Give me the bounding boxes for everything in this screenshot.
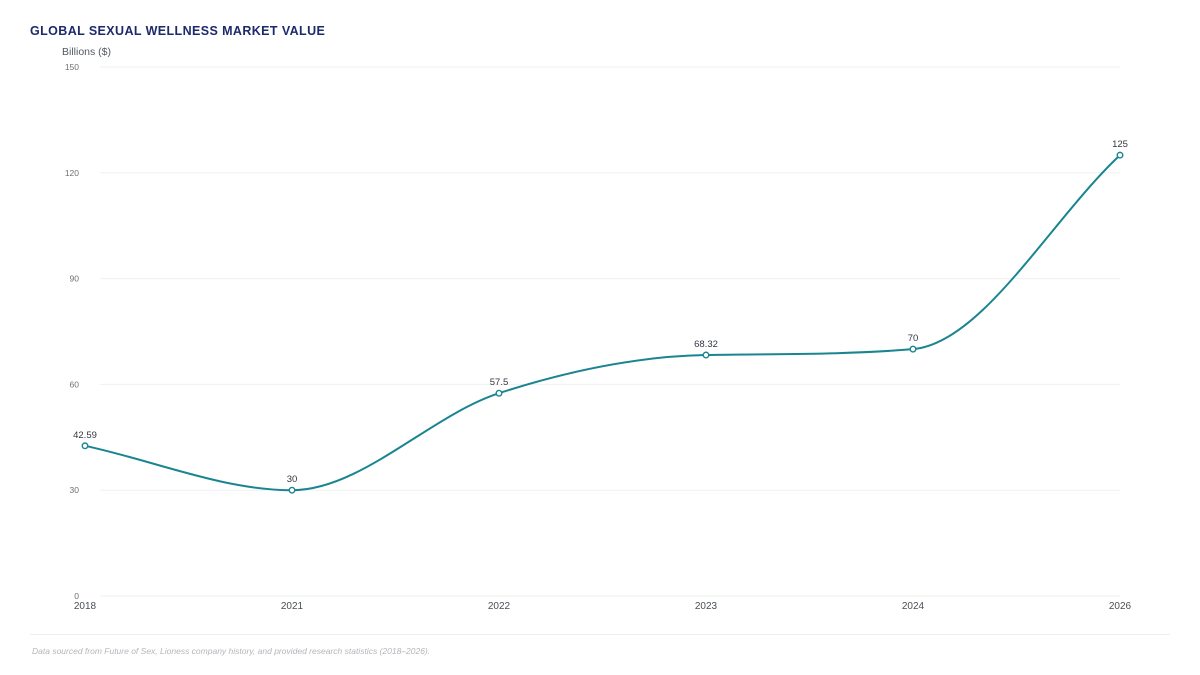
data-point [702,351,710,359]
x-tick-label: 2026 [1109,601,1132,612]
x-tick-label: 2023 [695,601,718,612]
y-tick-label: 150 [65,62,79,72]
data-label: 42.59 [73,430,97,441]
y-tick-label: 30 [70,485,80,495]
data-point [909,345,917,353]
source-note: Data sourced from Future of Sex, Lioness… [32,646,431,656]
data-point [1116,151,1124,159]
data-point [81,442,89,450]
data-label: 30 [287,474,298,485]
x-tick-label: 2024 [902,601,925,612]
y-tick-label: 90 [70,274,80,284]
data-label: 68.32 [694,339,718,350]
y-tick-label: 0 [74,591,79,601]
chart-title: GLOBAL SEXUAL WELLNESS MARKET VALUE [30,24,326,38]
data-points [81,151,1124,494]
y-tick-labels: 0 30 60 90 120 150 [65,62,79,601]
x-tick-label: 2018 [74,601,97,612]
footer-divider [30,634,1170,635]
data-label: 57.5 [490,377,509,388]
y-axis-unit-label: Billions ($) [62,46,112,58]
x-tick-label: 2022 [488,601,511,612]
grid-lines [100,66,1120,597]
data-label: 125 [1112,139,1128,150]
data-label: 70 [908,333,919,344]
x-tick-label: 2021 [281,601,304,612]
series-line [84,154,1121,492]
y-tick-label: 60 [70,379,80,389]
data-point [495,389,503,397]
x-tick-labels: 2018 2021 2022 2023 2024 2026 [74,601,1132,612]
y-tick-label: 120 [65,168,79,178]
data-point [288,486,296,494]
data-labels: 42.59 30 57.5 68.32 70 125 [73,139,1128,485]
